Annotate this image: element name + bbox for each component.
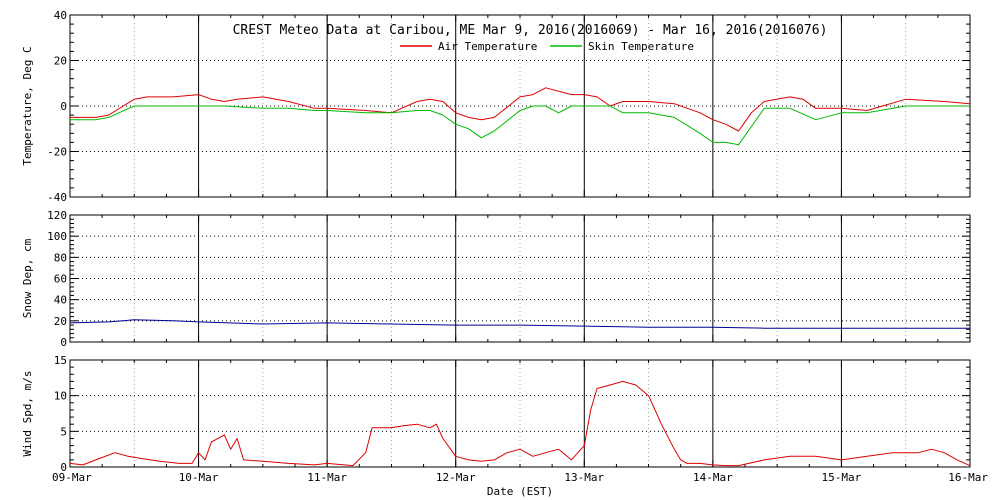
y-tick-label: 10 (54, 390, 67, 403)
x-tick-label: 14-Mar (693, 471, 733, 484)
y-tick-label: -40 (47, 191, 67, 204)
y-tick-label: 120 (47, 209, 67, 222)
y-tick-label: 15 (54, 354, 67, 367)
y-tick-label: 100 (47, 230, 67, 243)
y-tick-label: 0 (60, 100, 67, 113)
panel-1: -40 -20 0 20 40 Temperature, Deg C Air Tempera… (21, 9, 971, 204)
series-line-1 (70, 87, 971, 132)
x-tick-label: 12-Mar (436, 471, 476, 484)
y-axis-label: Wind Spd, m/s (21, 370, 34, 456)
x-tick-label: 09-Mar (52, 471, 92, 484)
x-tick-label: 16-Mar (948, 471, 988, 484)
y-axis-label: Temperature, Deg C (21, 46, 34, 165)
y-tick-label: 5 (60, 425, 67, 438)
panel-3: 0 5 10 15 Wind Spd, m/s (21, 354, 971, 474)
x-tick-labels: 09-Mar 10-Mar 11-Mar 12-Mar 13-Mar 14-Mar 15-M… (52, 471, 988, 484)
y-tick-label: 60 (54, 273, 67, 286)
y-tick-label: 40 (54, 294, 67, 307)
panel-2: 0 20 40 60 80 100 120 Snow Dep, cm (21, 209, 971, 349)
x-tick-label: 13-Mar (564, 471, 604, 484)
y-tick-label: -20 (47, 146, 67, 159)
legend-entry: Air Temperature (438, 40, 537, 53)
y-tick-label: 80 (54, 251, 67, 264)
x-tick-label: 10-Mar (179, 471, 219, 484)
y-tick-label: 20 (54, 315, 67, 328)
x-tick-label: 15-Mar (822, 471, 862, 484)
y-tick-label: 0 (60, 461, 67, 474)
series-line-1 (69, 380, 971, 467)
x-axis-label: Date (EST) (487, 485, 553, 498)
y-tick-label: 20 (54, 55, 67, 68)
y-tick-label: 40 (54, 9, 67, 22)
figure-title: CREST Meteo Data at Caribou, ME Mar 9, 2… (233, 23, 828, 38)
x-tick-label: 11-Mar (307, 471, 347, 484)
chart-panels: -40 -20 0 20 40 Temperature, Deg C Air Tempera… (21, 9, 971, 474)
y-tick-label: 0 (60, 336, 67, 349)
series-line-2 (70, 105, 970, 146)
legend-entry: Skin Temperature (588, 40, 694, 53)
series-line-1 (69, 319, 970, 329)
y-axis-label: Snow Dep, cm (21, 238, 34, 318)
